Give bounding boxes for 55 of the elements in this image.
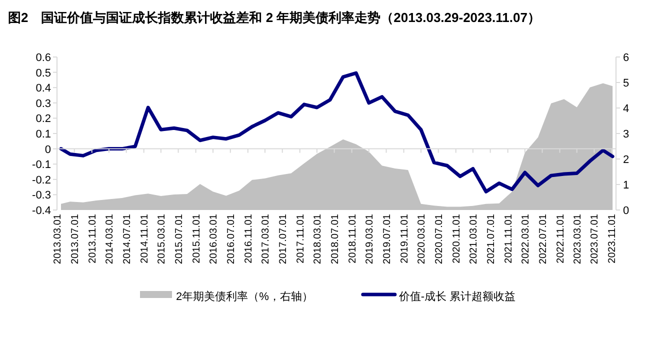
x-tick-label: 2020.03.01 xyxy=(416,214,428,264)
x-tick-label: 2019.11.01 xyxy=(399,214,410,264)
x-tick-label: 2022.07.01 xyxy=(538,214,549,264)
x-tick-label: 2016.07.01 xyxy=(226,214,237,264)
y-tick-label: 0.6 xyxy=(36,52,51,64)
x-tick-label: 2023.03.01 xyxy=(572,214,584,264)
y2-tick-label: 0 xyxy=(623,205,630,217)
x-tick-label: 2014.11.01 xyxy=(139,214,150,264)
y2-tick-label: 2 xyxy=(623,154,630,166)
x-tick-label: 2021.11.01 xyxy=(503,214,514,264)
x-tick-label: 2016.11.01 xyxy=(243,214,254,264)
x-tick-label: 2023.11.01 xyxy=(607,214,618,264)
x-tick-label: 2016.03.01 xyxy=(208,214,220,264)
y2-tick-label: 5 xyxy=(623,78,630,90)
x-tick-label: 2020.07.01 xyxy=(434,214,445,264)
x-tick-label: 2018.07.01 xyxy=(330,214,341,264)
x-tick-label: 2022.03.01 xyxy=(520,214,532,264)
x-tick-label: 2018.03.01 xyxy=(312,214,324,264)
y2-tick-label: 6 xyxy=(623,52,630,64)
y-tick-label: 0.2 xyxy=(36,113,51,126)
x-tick-label: 2015.07.01 xyxy=(174,214,185,264)
y2-tick-label: 1 xyxy=(623,180,630,192)
x-tick-label: 2020.11.01 xyxy=(451,214,462,264)
x-tick-label: 2015.11.01 xyxy=(191,214,202,264)
y-tick-label: -0.4 xyxy=(32,205,51,217)
x-tick-label: 2013.11.01 xyxy=(87,214,98,264)
line-series xyxy=(59,71,614,194)
y2-tick-label: 3 xyxy=(623,128,630,140)
y-tick-label: -0.1 xyxy=(32,159,51,172)
y-tick-label: 0.3 xyxy=(36,98,51,110)
x-tick-label: 2021.03.01 xyxy=(468,214,480,264)
y-tick-label: -0.3 xyxy=(32,190,51,202)
x-tick-label: 2017.03.01 xyxy=(260,214,272,264)
x-tick-label: 2014.03.01 xyxy=(104,214,116,264)
y-tick-label: 0 xyxy=(44,144,51,156)
x-tick-label: 2017.11.01 xyxy=(295,214,306,264)
x-tick-label: 2021.07.01 xyxy=(486,214,497,264)
y-tick-label: 0.1 xyxy=(36,128,51,140)
x-tick-label: 2018.11.01 xyxy=(347,214,358,264)
x-tick-label: 2015.03.01 xyxy=(156,214,168,264)
legend-label: 价值-成长 累计超额收益 xyxy=(398,290,516,303)
x-tick-label: 2022.11.01 xyxy=(555,214,566,264)
legend-label: 2年期美债利率（%，右轴） xyxy=(176,290,313,303)
x-tick-label: 2019.07.01 xyxy=(382,214,393,264)
x-tick-label: 2014.07.01 xyxy=(122,214,133,264)
y2-tick-label: 4 xyxy=(623,103,630,115)
x-tick-label: 2017.07.01 xyxy=(278,214,289,264)
x-tick-label: 2013.03.01 xyxy=(52,214,64,264)
x-tick-label: 2013.07.01 xyxy=(70,214,81,264)
y-tick-label: -0.2 xyxy=(32,174,51,186)
x-tick-label: 2023.07.01 xyxy=(590,214,601,264)
y-tick-label: 0.4 xyxy=(36,82,51,95)
y-tick-label: 0.5 xyxy=(36,67,51,80)
chart-title: 图2 国证价值与国证成长指数累计收益差和 2 年期美债利率走势（2013.03.29-2023.11.07） xyxy=(8,10,540,25)
x-tick-label: 2019.03.01 xyxy=(364,214,376,264)
